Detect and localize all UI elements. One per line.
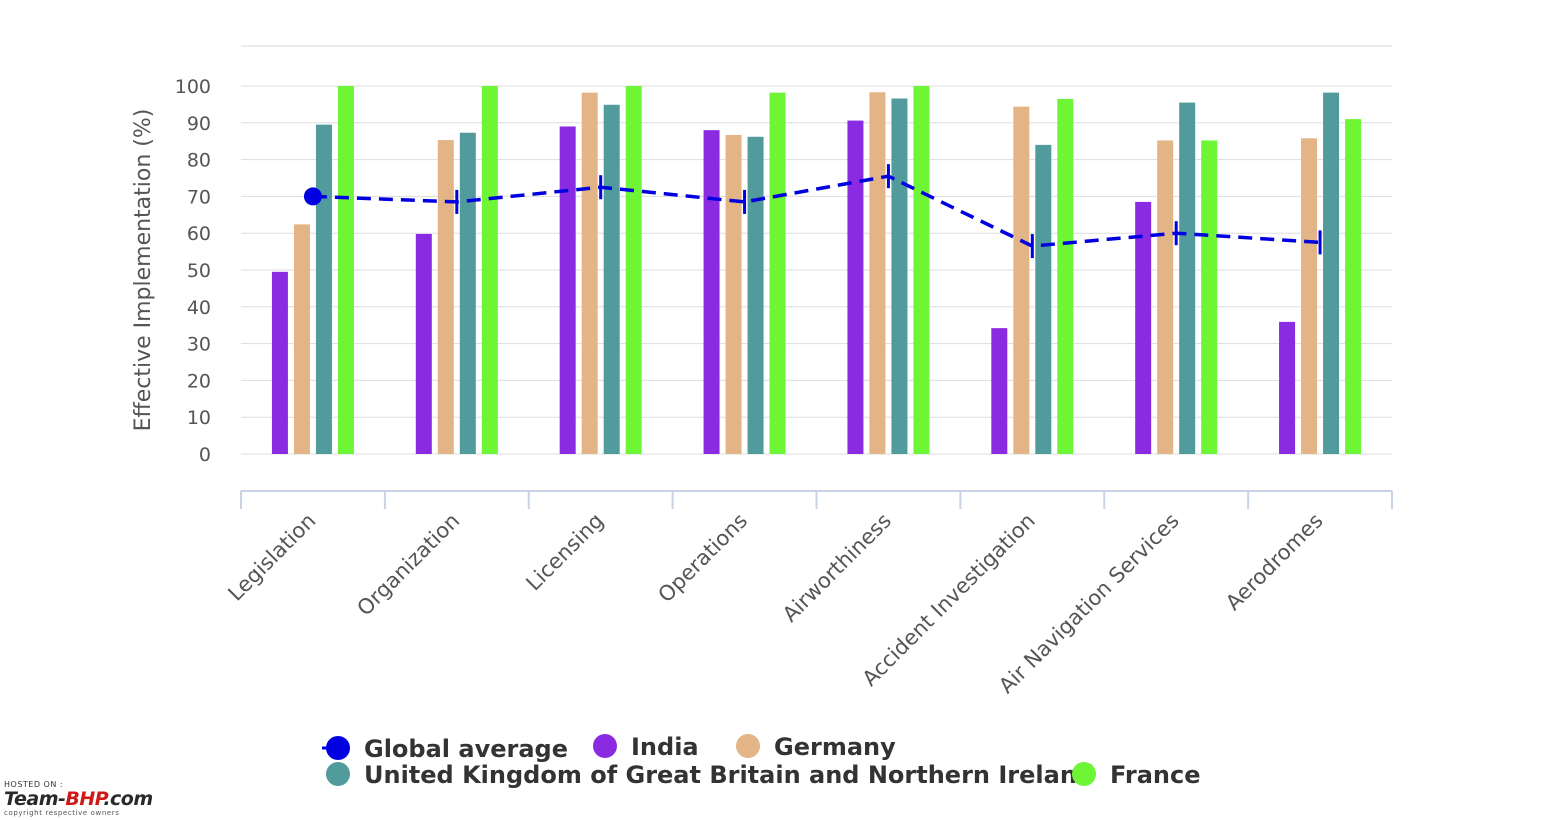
- x-axis: [240, 490, 1393, 509]
- bar: [747, 136, 764, 454]
- y-tick-label: 80: [187, 150, 211, 172]
- y-tick-label: 60: [187, 223, 211, 245]
- x-tick-label: Airworthiness: [778, 509, 896, 627]
- y-tick-label: 20: [187, 370, 211, 392]
- y-tick-label: 0: [199, 444, 211, 466]
- legend-label: Germany: [774, 733, 896, 761]
- legend-label: Global average: [364, 735, 568, 763]
- bar: [437, 140, 454, 454]
- bar: [337, 86, 354, 454]
- legend-symbol: [326, 762, 350, 786]
- watermark-copyright: copyright respective owners: [4, 809, 120, 817]
- legend-label: France: [1110, 761, 1200, 789]
- bar: [869, 92, 886, 455]
- bar: [415, 233, 432, 454]
- bar: [991, 328, 1008, 454]
- x-tick-label: Organization: [352, 509, 464, 621]
- bar: [271, 271, 288, 454]
- bar: [1057, 98, 1074, 454]
- x-tick-label: Legislation: [223, 509, 320, 606]
- legend-symbol: [326, 736, 350, 760]
- average-line-path: [312, 174, 1321, 248]
- bar: [769, 92, 786, 455]
- y-tick-label: 40: [187, 297, 211, 319]
- bar: [315, 124, 332, 454]
- y-tick-label: 30: [187, 334, 211, 356]
- y-axis-title: Effective Implementation (%): [131, 109, 156, 432]
- bar: [1179, 102, 1196, 454]
- bar: [603, 104, 620, 454]
- y-tick-label: 100: [175, 76, 211, 98]
- bar: [891, 98, 908, 455]
- average-point: [303, 187, 322, 206]
- x-axis-labels: Legislation Organization Licensing Operatio…: [223, 509, 1327, 699]
- bar: [1135, 201, 1152, 454]
- legend-symbol: [736, 734, 760, 758]
- y-tick-label: 50: [187, 260, 211, 282]
- bar: [481, 86, 498, 454]
- legend-symbol: [1072, 762, 1096, 786]
- bar: [913, 86, 930, 454]
- y-axis-ticks: 0 10 20 30 40 50 60 70 80 90 100: [175, 76, 211, 466]
- y-tick-label: 10: [187, 407, 211, 429]
- legend-symbol: [593, 734, 617, 758]
- bar: [703, 130, 720, 454]
- watermark-brand-c: .com: [103, 788, 153, 810]
- watermark-brand-b: BHP: [65, 788, 104, 810]
- watermark-brand: Team-BHP.com: [4, 789, 194, 809]
- legend-label: India: [631, 733, 699, 761]
- y-tick-label: 90: [187, 113, 211, 135]
- x-tick-label: Operations: [653, 509, 752, 608]
- bars-group: [271, 86, 1362, 455]
- bar: [1279, 321, 1296, 454]
- bar: [581, 92, 598, 455]
- bar: [1201, 140, 1218, 455]
- watermark-brand-a: Team-: [4, 788, 66, 810]
- bar: [1035, 144, 1052, 454]
- bar: [625, 86, 642, 454]
- watermark-logo: HOSTED ON : Team-BHP.com copyright respe…: [4, 780, 194, 817]
- bar: [1013, 106, 1030, 454]
- bar: [1301, 138, 1318, 455]
- global-average-line: [303, 164, 1322, 259]
- bar: [1345, 119, 1362, 455]
- watermark-hosted: HOSTED ON :: [4, 780, 64, 789]
- x-tick-label: Aerodromes: [1221, 509, 1327, 615]
- bar: [847, 120, 864, 454]
- legend-label: United Kingdom of Great Britain and Nort…: [364, 761, 1094, 789]
- y-tick-label: 70: [187, 186, 211, 208]
- bar: [459, 132, 476, 454]
- bar: [725, 134, 742, 454]
- x-tick-label: Licensing: [521, 509, 608, 596]
- bar: [559, 126, 576, 454]
- bar: [293, 224, 310, 454]
- bar: [1323, 92, 1340, 455]
- grid-lines: [241, 85, 1392, 455]
- bar: [1157, 140, 1174, 455]
